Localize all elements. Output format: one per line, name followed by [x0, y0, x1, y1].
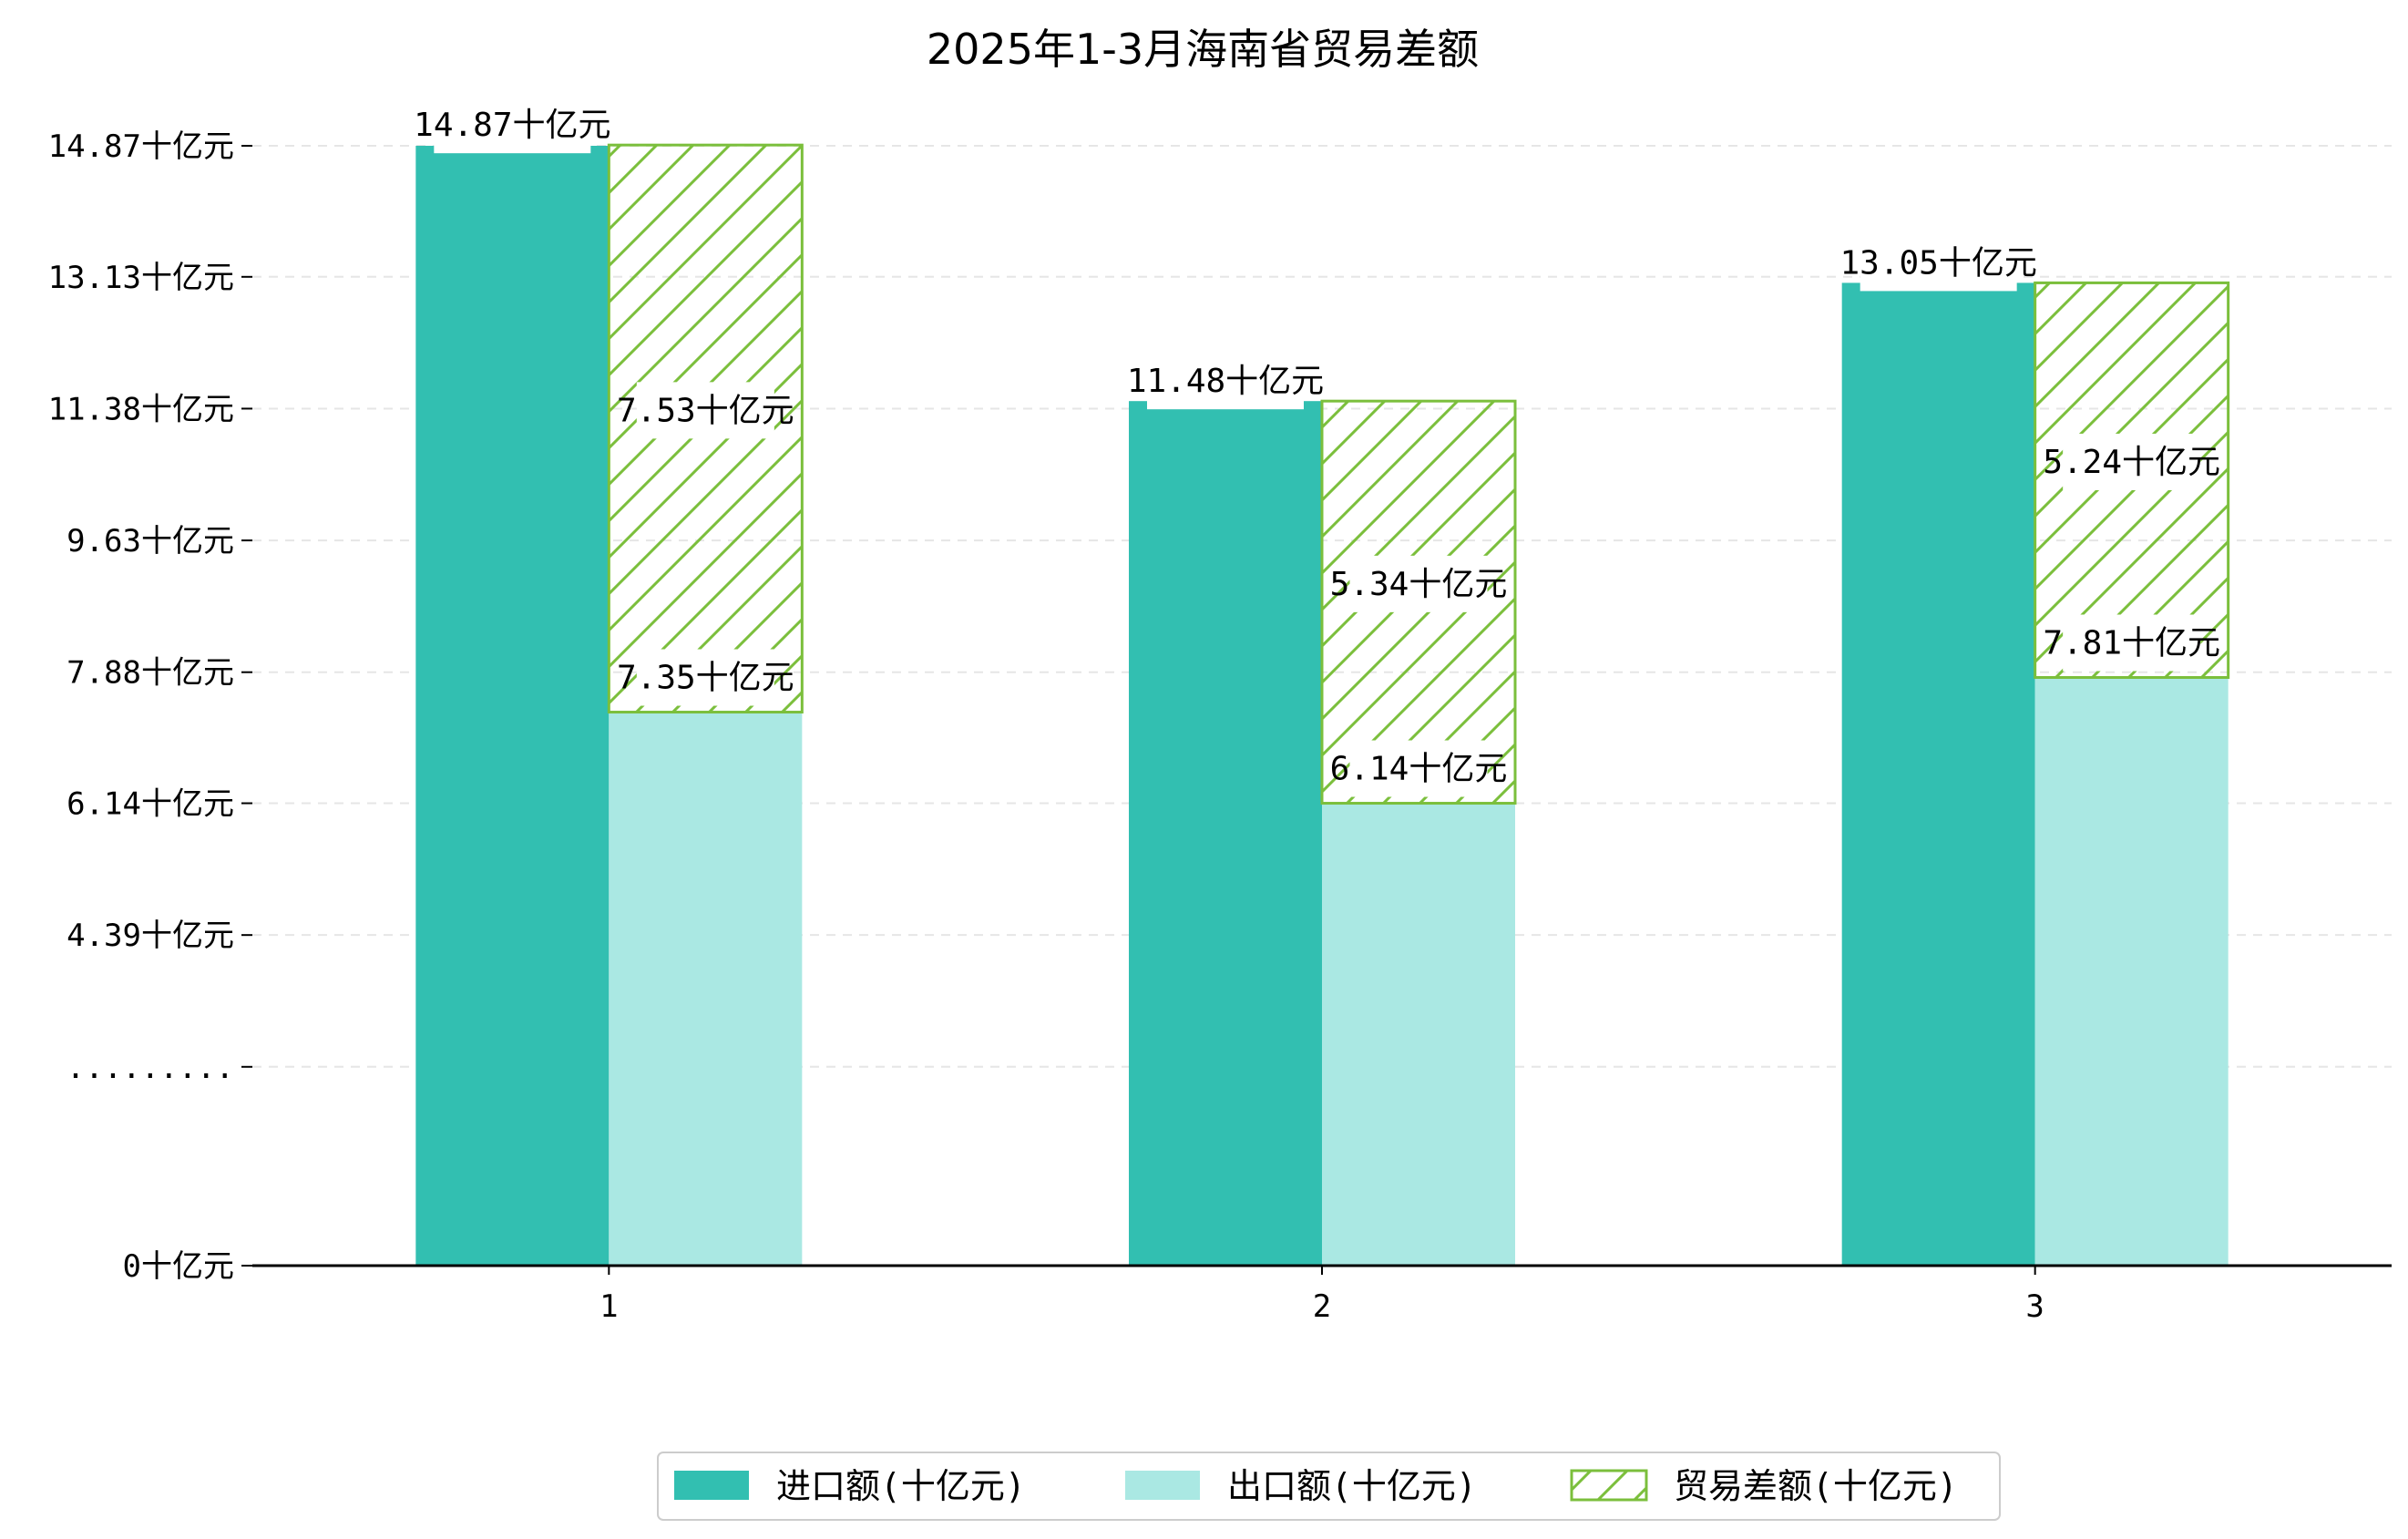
- export-bar: [1322, 803, 1515, 1266]
- y-tick-label: 4.39十亿元: [67, 918, 234, 954]
- chart-title: 2025年1-3月海南省贸易差额: [927, 25, 1479, 74]
- export-value-label: 7.81十亿元: [2043, 625, 2220, 662]
- x-tick-label: 3: [2025, 1288, 2044, 1325]
- export-bar: [609, 712, 803, 1266]
- import-value-label: 14.87十亿元: [414, 107, 610, 144]
- export-value-label-bg: [1349, 740, 1488, 797]
- y-tick-label: 11.38十亿元: [48, 391, 234, 427]
- export-value-label: 6.14十亿元: [1330, 751, 1508, 788]
- trade-balance-value-label: 5.24十亿元: [2043, 444, 2220, 481]
- import-value-label: 13.05十亿元: [1839, 244, 2036, 282]
- import-value-label-bg: [1147, 353, 1304, 410]
- x-tick-label: 2: [1313, 1288, 1331, 1325]
- export-bar: [2034, 677, 2229, 1266]
- trade-balance-value-label-bg: [636, 382, 774, 439]
- trade-balance-value-label-bg: [2063, 433, 2201, 490]
- trade-balance-value-label: 7.53十亿元: [617, 392, 794, 429]
- y-tick-label: 14.87十亿元: [48, 128, 234, 165]
- trade-balance-value-label: 5.34十亿元: [1330, 566, 1508, 603]
- value-labels: 14.87十亿元 7.53十亿元 7.35十亿元 11.48十亿元 5.34十亿元 6.1…: [414, 97, 2220, 797]
- export-value-label-bg: [636, 649, 774, 706]
- y-tick-label: 7.88十亿元: [67, 655, 234, 692]
- export-value-label-bg: [2063, 614, 2201, 672]
- y-tick-label: 0十亿元: [123, 1248, 234, 1285]
- legend-label-export: 出口额(十亿元): [1227, 1466, 1477, 1506]
- import-bar: [415, 146, 610, 1266]
- y-tick-label: 6.14十亿元: [67, 786, 234, 823]
- legend-frame: [657, 1452, 2001, 1521]
- legend-swatch-import: [674, 1471, 749, 1500]
- legend: 进口额(十亿元) 出口额(十亿元) 贸易差额(十亿元): [657, 1452, 2001, 1521]
- axes: 0十亿元......... 4.39十亿元 6.14十亿元 7.88十亿元 9.63十亿…: [48, 128, 2392, 1325]
- legend-swatch-export: [1125, 1471, 1200, 1500]
- legend-label-import: 进口额(十亿元): [776, 1466, 1026, 1506]
- y-tick-label: 13.13十亿元: [48, 260, 234, 296]
- export-value-label: 7.35十亿元: [617, 660, 794, 697]
- import-value-label-bg: [434, 97, 591, 154]
- import-bar: [1129, 401, 1322, 1266]
- x-tick-label: 1: [599, 1288, 618, 1325]
- import-value-label-bg: [1860, 234, 2017, 292]
- trade-balance-value-label-bg: [1349, 555, 1488, 612]
- legend-label-trade-balance: 贸易差额(十亿元): [1674, 1466, 1958, 1506]
- import-value-label: 11.48十亿元: [1127, 363, 1324, 400]
- legend-swatch-trade-balance: [1570, 1469, 1648, 1502]
- y-tick-label: .........: [67, 1050, 234, 1086]
- import-bar: [1841, 282, 2035, 1266]
- y-tick-label: 9.63十亿元: [67, 523, 234, 559]
